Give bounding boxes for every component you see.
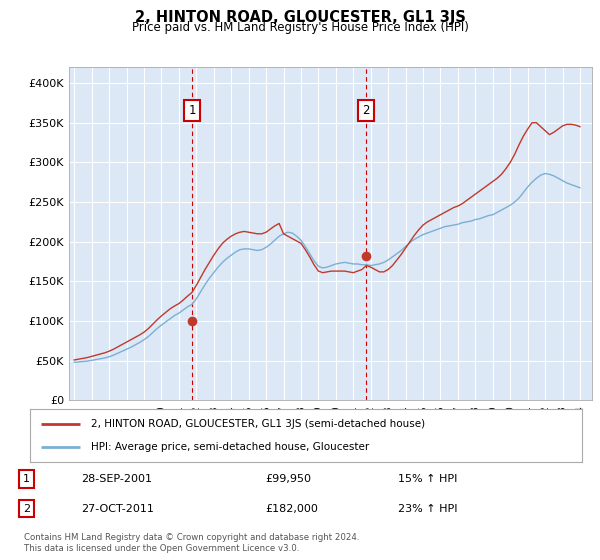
Text: 1: 1 (188, 104, 196, 118)
Text: 2: 2 (362, 104, 370, 118)
Text: 15% ↑ HPI: 15% ↑ HPI (398, 474, 457, 484)
Text: HPI: Average price, semi-detached house, Gloucester: HPI: Average price, semi-detached house,… (91, 442, 369, 452)
Text: 2, HINTON ROAD, GLOUCESTER, GL1 3JS: 2, HINTON ROAD, GLOUCESTER, GL1 3JS (134, 10, 466, 25)
Text: £182,000: £182,000 (265, 503, 319, 514)
Text: 2: 2 (23, 503, 30, 514)
Text: 1: 1 (23, 474, 30, 484)
Text: 27-OCT-2011: 27-OCT-2011 (81, 503, 154, 514)
Text: 23% ↑ HPI: 23% ↑ HPI (398, 503, 457, 514)
Text: Price paid vs. HM Land Registry's House Price Index (HPI): Price paid vs. HM Land Registry's House … (131, 21, 469, 34)
Text: 28-SEP-2001: 28-SEP-2001 (81, 474, 152, 484)
Text: 2, HINTON ROAD, GLOUCESTER, GL1 3JS (semi-detached house): 2, HINTON ROAD, GLOUCESTER, GL1 3JS (sem… (91, 419, 425, 429)
Text: £99,950: £99,950 (265, 474, 311, 484)
Text: Contains HM Land Registry data © Crown copyright and database right 2024.
This d: Contains HM Land Registry data © Crown c… (24, 533, 359, 553)
